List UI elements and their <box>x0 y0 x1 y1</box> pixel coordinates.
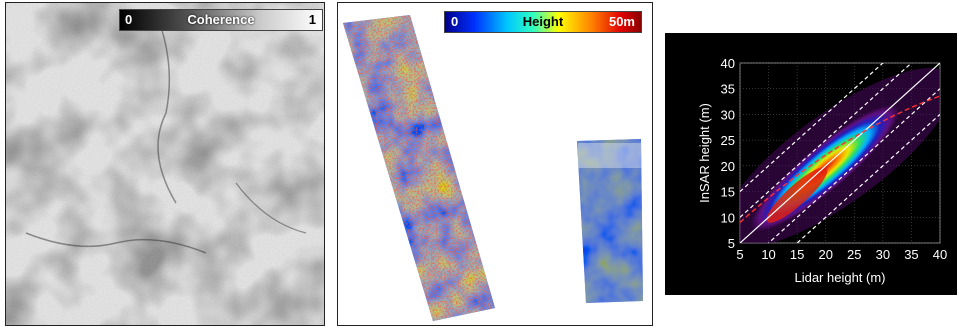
x-tick-label: 25 <box>847 247 861 262</box>
height-colorbar: 0 Height 50m <box>444 11 642 33</box>
scatter-plot-panel: 5 10 15 20 25 30 35 40 5 10 15 20 25 30 35 40 Lidar he… <box>665 33 957 295</box>
lower-bound-line <box>767 88 940 243</box>
y-tick-label: 5 <box>728 236 735 251</box>
reference-lines <box>740 63 940 243</box>
upper-bound-line <box>740 63 913 218</box>
density-core <box>766 167 828 223</box>
y-axis-label: InSAR height (m) <box>697 103 712 203</box>
scatter-plot: 5 10 15 20 25 30 35 40 5 10 15 20 25 30 35 40 Lidar he… <box>697 56 947 285</box>
y-tick-label: 25 <box>721 133 735 148</box>
coherence-colorbar-max: 1 <box>308 12 316 27</box>
x-axis-label: Lidar height (m) <box>794 270 885 285</box>
x-tick-label: 20 <box>818 247 832 262</box>
x-tick-label: 40 <box>933 247 947 262</box>
coherence-colorbar-label: Coherence <box>187 12 255 27</box>
height-colorbar-min: 0 <box>451 14 459 29</box>
x-tick-label: 35 <box>904 247 918 262</box>
height-map-panel: 0 Height 50m <box>337 2 653 326</box>
y-tick-label: 35 <box>721 82 735 97</box>
y-tick-label: 10 <box>721 210 735 225</box>
coherence-map-image <box>6 3 324 325</box>
x-tick-label: 30 <box>876 247 890 262</box>
coherence-colorbar: 0 Coherence 1 <box>119 9 323 31</box>
fit-curve <box>740 95 940 223</box>
upper-bound-line-2 <box>740 63 884 193</box>
x-tick-label: 10 <box>761 247 775 262</box>
height-map-image <box>343 15 643 321</box>
coherence-map-panel: 0 Coherence 1 <box>5 2 325 326</box>
height-colorbar-max: 50m <box>608 14 635 29</box>
y-tick-labels: 5 10 15 20 25 30 35 40 <box>721 56 735 251</box>
lower-bound-line-2 <box>796 113 940 243</box>
x-tick-label: 15 <box>790 247 804 262</box>
y-tick-label: 15 <box>721 185 735 200</box>
y-tick-label: 40 <box>721 56 735 71</box>
one-to-one-line <box>740 63 940 243</box>
x-tick-label: 5 <box>736 247 743 262</box>
x-tick-labels: 5 10 15 20 25 30 35 40 <box>736 247 947 262</box>
coherence-colorbar-min: 0 <box>125 12 133 27</box>
height-colorbar-label: Height <box>522 14 564 29</box>
y-tick-label: 30 <box>721 107 735 122</box>
y-tick-label: 20 <box>721 159 735 174</box>
